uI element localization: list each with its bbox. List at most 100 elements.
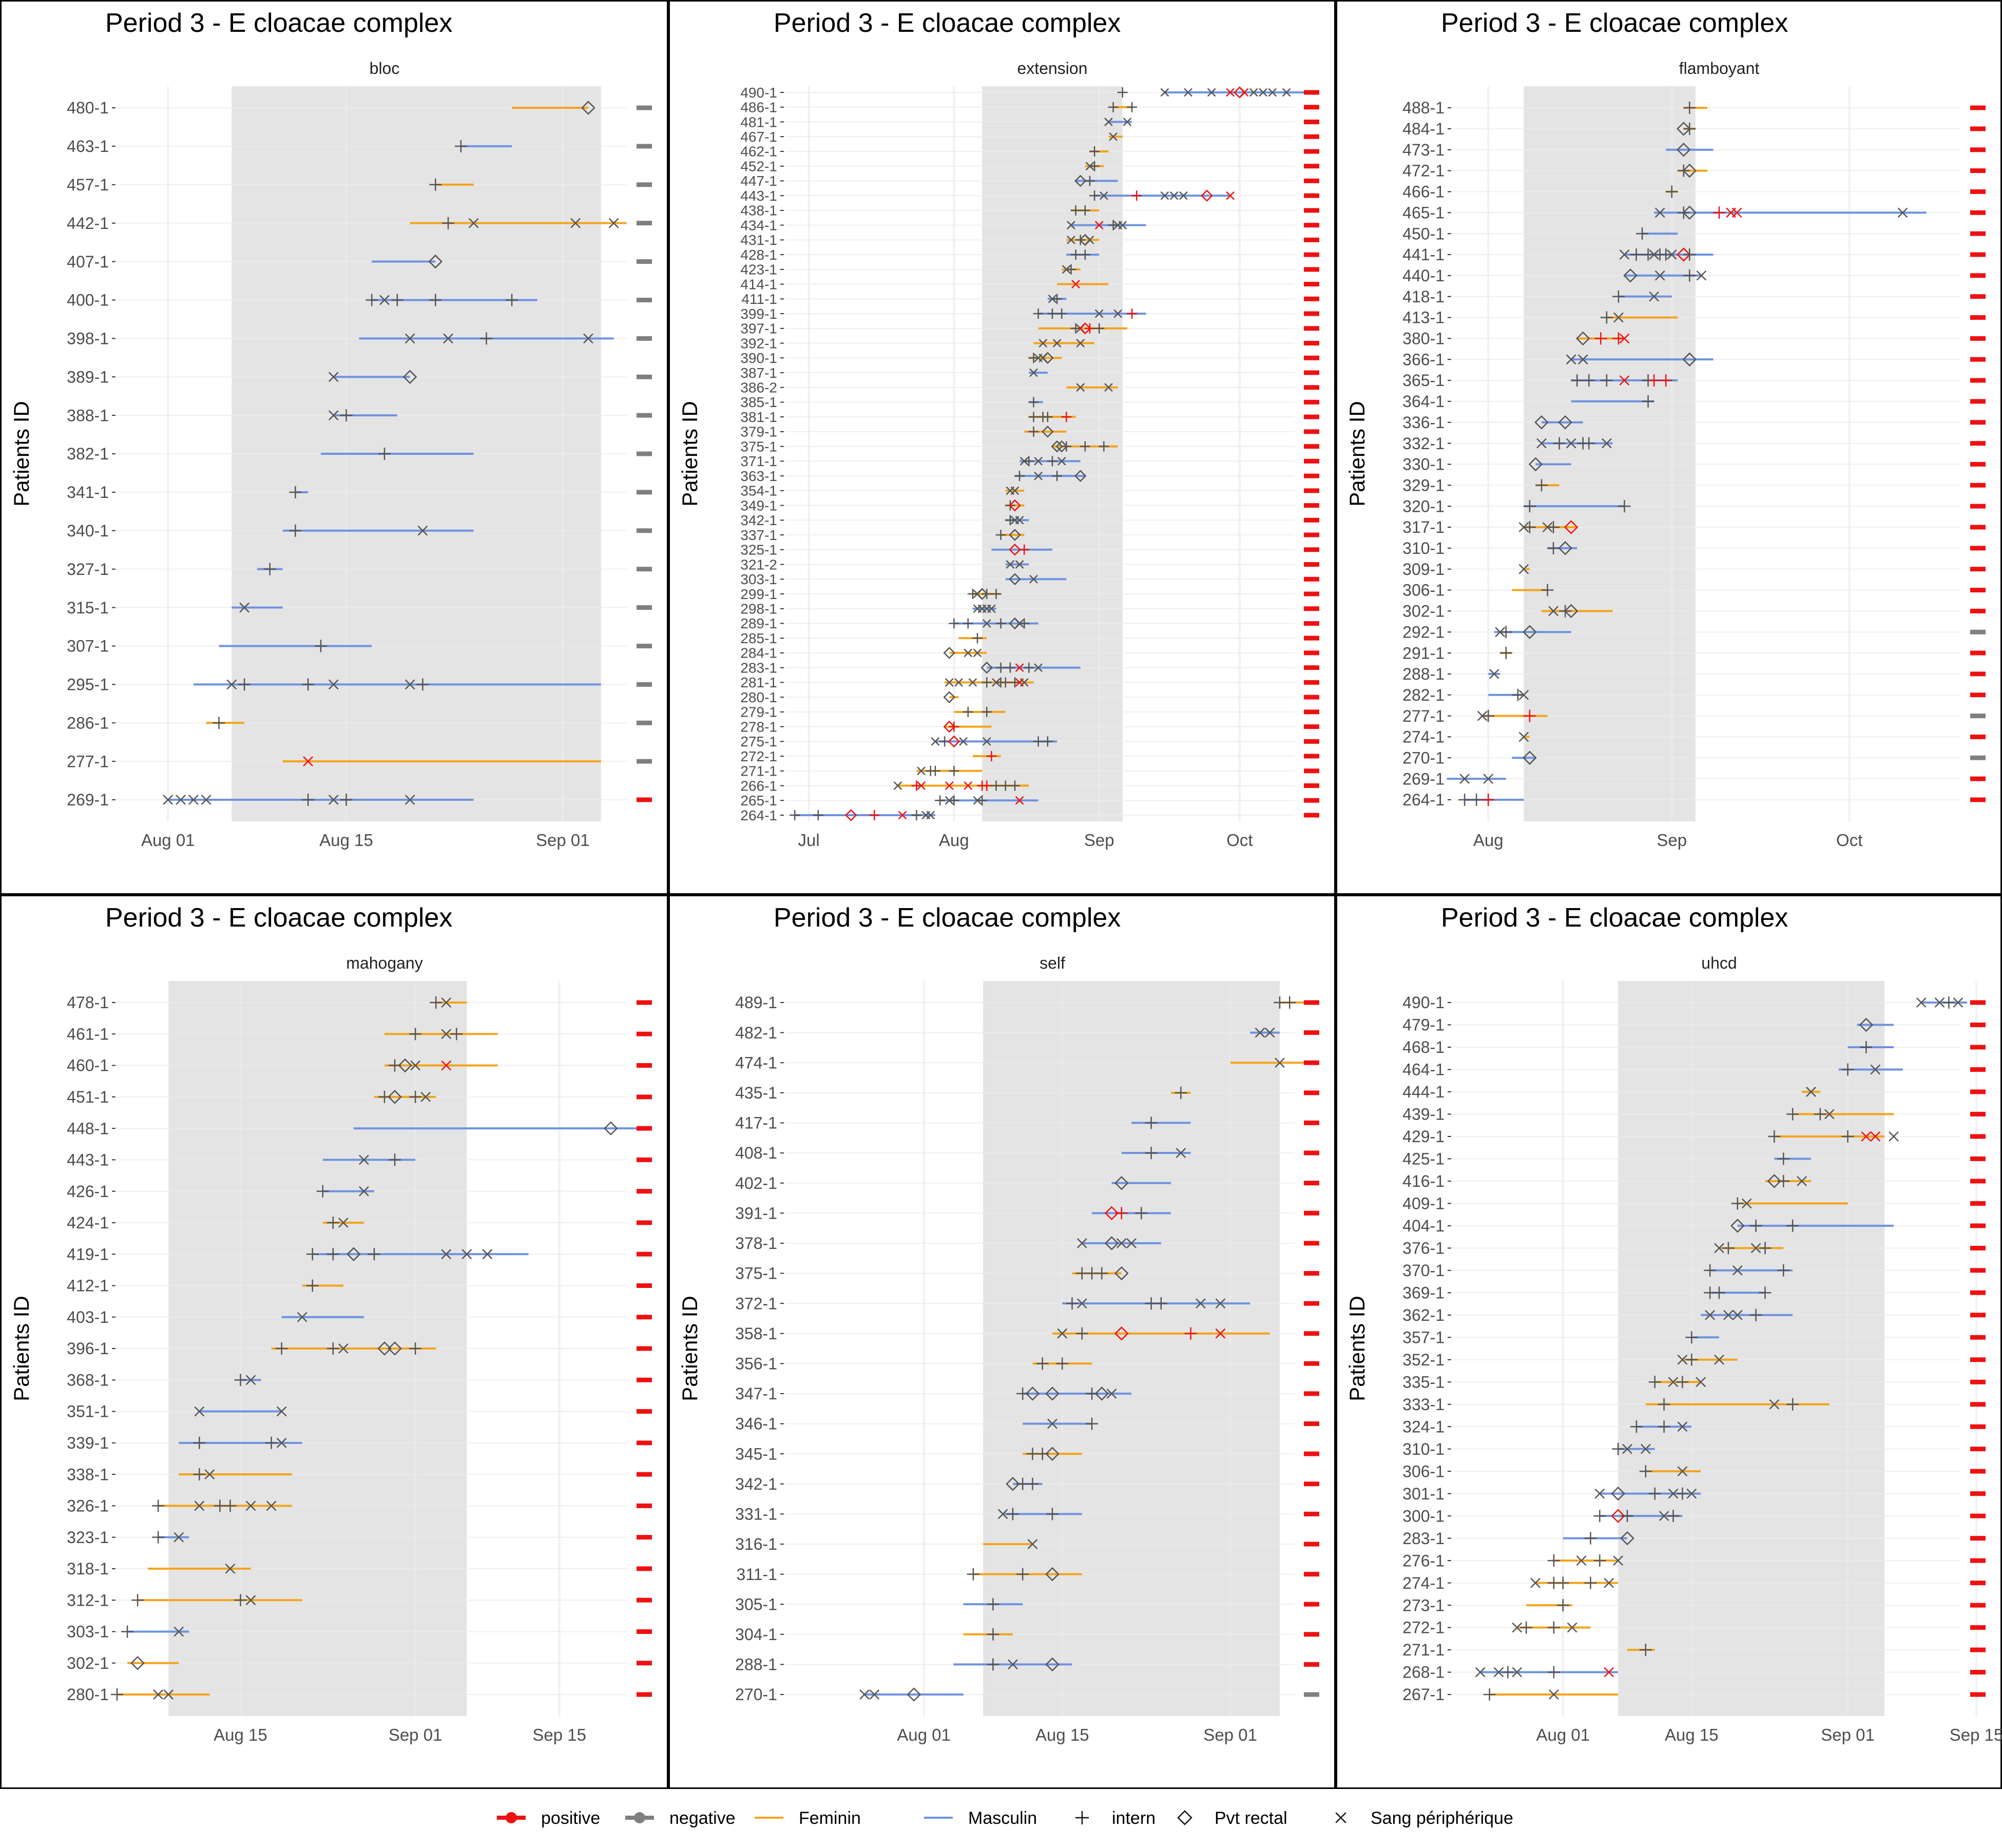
marker-intern: [1066, 264, 1076, 275]
marker-sang: [1806, 1087, 1816, 1097]
marker-intern: [480, 332, 493, 345]
patient-row: 339-1: [67, 1434, 652, 1452]
marker-pvt: [1177, 1810, 1192, 1825]
patient-row: 330-1: [1402, 455, 1986, 474]
y-tick-label: 385-1: [740, 394, 777, 410]
patient-row: 418-1: [1402, 287, 1986, 306]
patient-row: 340-1: [67, 522, 652, 540]
marker-intern: [911, 780, 922, 791]
patient-row: 409-1: [1402, 1195, 1986, 1213]
marker-sang: [1259, 88, 1267, 97]
marker-sang: [245, 1595, 256, 1606]
marker-pvt: [844, 809, 857, 821]
y-axis-title: Patients ID: [1345, 401, 1369, 506]
marker-intern: [416, 678, 429, 691]
marker-pvt: [948, 735, 960, 748]
marker-intern: [987, 1628, 999, 1641]
marker-sang: [276, 1437, 287, 1448]
marker-sang: [1067, 235, 1075, 244]
marker-intern: [949, 795, 959, 806]
marker-sang: [1029, 368, 1038, 377]
y-tick-label: 376-1: [1402, 1239, 1445, 1258]
marker-pvt: [1009, 499, 1021, 512]
y-tick-label: 490-1: [1402, 993, 1445, 1012]
y-tick-label: 352-1: [1402, 1351, 1445, 1369]
patient-row: 345-1: [735, 1445, 1319, 1463]
marker-intern: [1786, 1108, 1799, 1121]
marker-intern: [1612, 332, 1625, 345]
marker-intern: [1642, 395, 1654, 408]
y-tick-label: 269-1: [1402, 769, 1445, 788]
y-tick-label: 489-1: [735, 993, 777, 1012]
y-tick-label: 266-1: [740, 778, 777, 794]
legend-label: positive: [541, 1808, 600, 1828]
marker-intern: [1024, 662, 1034, 673]
marker-sang: [1916, 997, 1927, 1008]
marker-sang: [245, 1375, 256, 1385]
marker-intern: [1571, 374, 1584, 387]
marker-sang: [417, 525, 428, 536]
y-tick-label: 264-1: [1402, 791, 1445, 809]
y-tick-label: 320-1: [1402, 497, 1445, 515]
y-tick-label: 364-1: [1402, 392, 1445, 411]
panel-subtitle: extension: [1017, 59, 1088, 78]
marker-intern: [1086, 1417, 1099, 1430]
marker-intern: [1047, 309, 1057, 319]
marker-intern: [1019, 618, 1030, 629]
y-tick-label: 389-1: [67, 368, 109, 386]
marker-intern: [234, 1374, 247, 1387]
marker-intern: [1584, 1532, 1597, 1545]
marker-sang: [239, 602, 249, 613]
marker-sang: [1666, 249, 1677, 260]
marker-intern: [234, 1594, 247, 1607]
y-tick-label: 392-1: [740, 335, 777, 351]
marker-pvt: [1564, 604, 1578, 619]
marker-intern: [1841, 1130, 1854, 1143]
y-tick-label: 397-1: [740, 321, 777, 337]
patient-row: 292-1: [1402, 623, 1986, 641]
marker-pvt: [1079, 322, 1091, 335]
y-tick-label: 272-1: [1402, 1619, 1445, 1637]
y-tick-label: 402-1: [735, 1174, 777, 1192]
y-tick-label: 273-1: [1402, 1596, 1445, 1614]
patient-row: 270-1: [735, 1685, 1319, 1704]
patient-row: 283-1: [740, 660, 1319, 676]
marker-sang: [1567, 1622, 1577, 1633]
marker-sang: [1076, 1238, 1087, 1248]
marker-sang: [1677, 1354, 1688, 1365]
marker-intern: [1108, 102, 1119, 112]
marker-sang: [1106, 1389, 1117, 1399]
y-tick-label: 300-1: [1402, 1507, 1445, 1525]
patient-row: 306-1: [1402, 581, 1986, 600]
y-tick-label: 391-1: [735, 1204, 777, 1222]
marker-sang: [1160, 191, 1169, 200]
marker-sang: [917, 766, 926, 776]
y-tick-label: 447-1: [740, 173, 777, 189]
marker-intern: [1511, 688, 1524, 701]
patient-row: 417-1: [735, 1114, 1319, 1132]
patient-row: 270-1: [1402, 749, 1986, 767]
panel-subtitle: flamboyant: [1679, 59, 1760, 78]
shaded-period: [983, 981, 1280, 1716]
patient-row: 265-1: [740, 793, 1319, 808]
marker-sang: [1207, 88, 1216, 97]
patient-row: 271-1: [740, 763, 1319, 779]
marker-pvt: [1104, 1206, 1119, 1221]
patient-row: 320-1: [1402, 497, 1986, 515]
marker-sang: [1215, 1298, 1226, 1308]
y-tick-label: 269-1: [67, 791, 109, 809]
marker-intern: [111, 1688, 123, 1701]
legend-item-plus: intern: [1075, 1808, 1156, 1828]
patient-row: 323-1: [67, 1528, 652, 1547]
marker-sang: [1824, 1109, 1835, 1120]
y-tick-label: 304-1: [735, 1625, 777, 1644]
y-tick-label: 309-1: [1402, 560, 1445, 579]
marker-sang: [441, 1029, 452, 1040]
marker-intern: [1556, 1599, 1569, 1612]
y-tick-label: 342-1: [735, 1475, 777, 1493]
marker-intern: [1636, 227, 1649, 240]
marker-sang: [1870, 1064, 1881, 1075]
marker-intern: [1683, 102, 1696, 114]
marker-sang: [1897, 207, 1908, 218]
marker-sang: [1613, 312, 1624, 323]
